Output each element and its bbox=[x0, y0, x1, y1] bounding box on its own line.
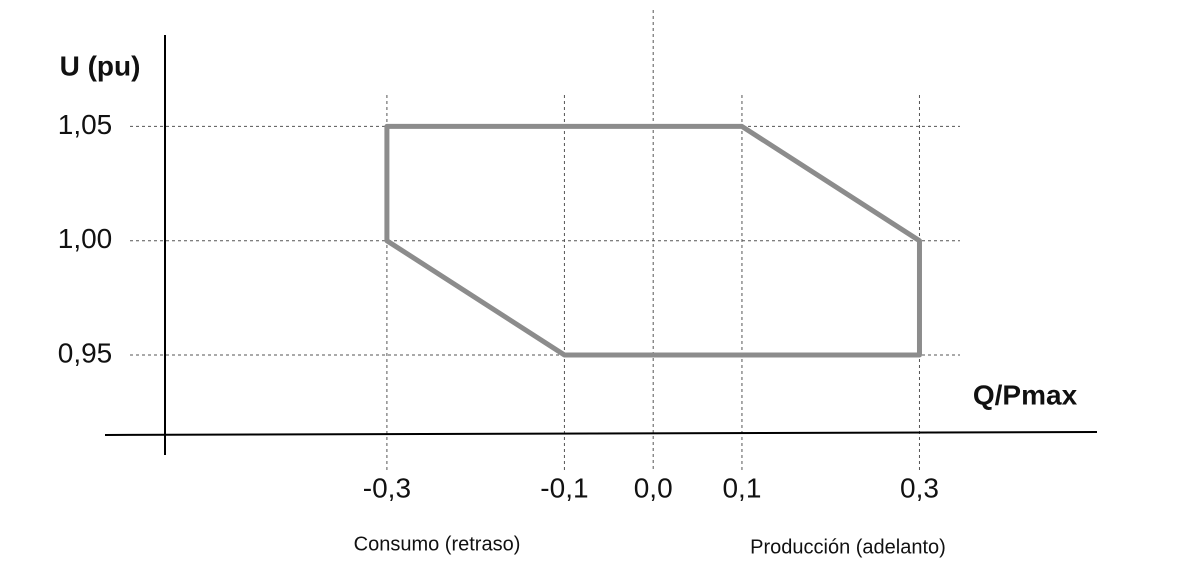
x-axis-label: Q/Pmax bbox=[973, 379, 1078, 410]
annotation: Producción (adelanto) bbox=[750, 536, 946, 558]
x-tick-label: 0,0 bbox=[634, 472, 673, 503]
y-tick-label: 1,00 bbox=[58, 223, 113, 254]
x-tick-label: 0,1 bbox=[722, 472, 761, 503]
y-tick-label: 0,95 bbox=[58, 337, 113, 368]
x-tick-label: -0,1 bbox=[540, 472, 588, 503]
x-axis bbox=[104, 431, 1098, 436]
x-tick-label: -0,3 bbox=[363, 472, 411, 503]
operating-region bbox=[384, 123, 922, 358]
x-tick-label: 0,3 bbox=[900, 472, 939, 503]
y-tick-label: 1,05 bbox=[58, 109, 113, 140]
annotation: Consumo (retraso) bbox=[354, 533, 521, 555]
y-axis-label: U (pu) bbox=[60, 50, 141, 81]
